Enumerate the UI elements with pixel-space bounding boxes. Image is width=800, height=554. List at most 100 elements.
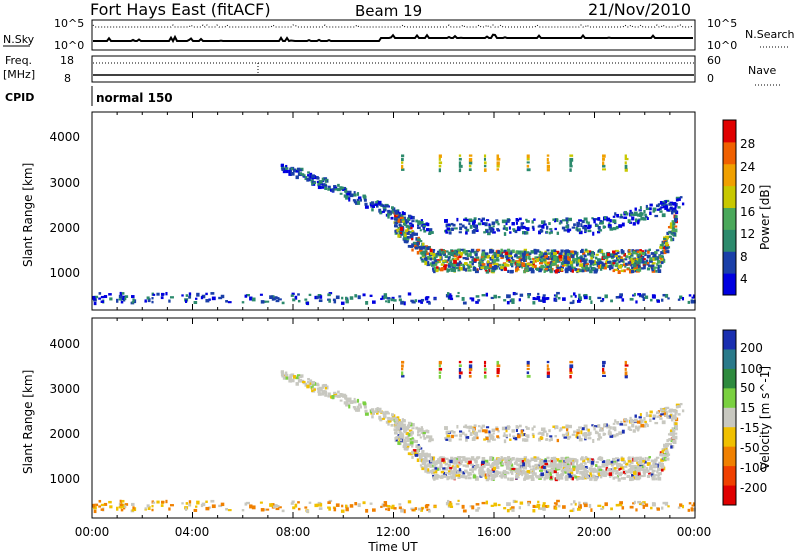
power-echo-point (476, 248, 481, 252)
velocity-echo-point (520, 429, 524, 433)
velocity-echo-point (619, 501, 623, 505)
power-echo-point (403, 301, 406, 306)
velocity-echo-point (659, 471, 662, 476)
power-echo-point (489, 256, 493, 261)
power-echo-point (603, 266, 607, 270)
velocity-echo-point (344, 504, 348, 508)
power-echo-point (583, 217, 588, 221)
velocity-echo-point (483, 438, 486, 441)
velocity-echo-point (597, 472, 602, 477)
power-echo-point (438, 157, 441, 161)
velocity-echo-point (469, 468, 473, 472)
power-echo-point (668, 202, 673, 206)
velocity-echo-point (410, 422, 413, 427)
power-echo-point (642, 261, 647, 266)
velocity-echo-point (525, 425, 528, 428)
velocity-echo-point (477, 429, 482, 433)
power-echo-point (569, 250, 573, 255)
power-echo-point (399, 213, 404, 217)
power-echo-point (316, 177, 320, 180)
power-echo-point (557, 296, 561, 300)
velocity-echo-point (608, 472, 613, 476)
power-echo-point (496, 253, 500, 258)
velocity-echo-point (633, 500, 636, 505)
power-echo-point (665, 245, 668, 248)
velocity-echo-point (227, 509, 232, 512)
velocity-echo-point (649, 464, 653, 469)
velocity-echo-point (628, 456, 631, 459)
velocity-echo-point (473, 465, 477, 470)
velocity-echo-point (545, 470, 549, 474)
freq-label-line2: [MHz] (3, 68, 35, 81)
velocity-echo-point (515, 457, 519, 462)
power-echo-point (638, 213, 643, 217)
power-echo-point (509, 299, 513, 303)
velocity-echo-point (625, 462, 629, 466)
velocity-echo-point (160, 500, 165, 504)
velocity-echo-point (509, 459, 513, 463)
velocity-echo-point (492, 432, 495, 435)
velocity-echo-point (407, 452, 412, 456)
power-echo-point (122, 299, 126, 302)
power-echo-point (660, 256, 664, 261)
velocity-echo-point (667, 453, 671, 456)
power-echo-point (602, 157, 605, 161)
velocity-echo-point (464, 475, 468, 480)
velocity-echo-point (210, 499, 215, 503)
velocity-colorbar-segment (723, 349, 736, 370)
power-echo-point (510, 269, 514, 273)
velocity-echo-point (458, 458, 461, 462)
power-echo-point (590, 256, 594, 260)
power-echo-point (510, 256, 514, 260)
power-echo-point (652, 210, 656, 213)
power-colorbar (722, 119, 737, 296)
velocity-echo-point (160, 504, 164, 507)
power-echo-point (631, 254, 634, 257)
power-echo-point (567, 257, 572, 261)
vel-cbar-tick-50: 50 (740, 381, 755, 395)
velocity-echo-point (399, 423, 404, 427)
power-echo-point (604, 216, 608, 220)
velocity-echo-point (355, 408, 359, 412)
velocity-echo-point (583, 503, 588, 508)
velocity-echo-point (468, 460, 472, 465)
power-echo-point (463, 218, 467, 221)
power-echo-point (381, 204, 385, 207)
power-echo-point (613, 253, 617, 257)
power-echo-point (398, 295, 402, 298)
velocity-echo-point (641, 467, 645, 472)
velocity-echo-point (559, 427, 563, 431)
power-echo-point (440, 267, 445, 271)
power-echo-point (453, 252, 457, 256)
power-echo-point (569, 260, 573, 265)
power-colorbar-frame (722, 119, 737, 296)
power-echo-point (623, 210, 628, 214)
velocity-echo-point (506, 427, 510, 430)
velocity-echo-point (616, 466, 619, 469)
velocity-echo-point (549, 471, 553, 476)
velocity-echo-point (563, 436, 568, 439)
velocity-echo-point (516, 470, 521, 474)
power-echo-point (503, 225, 506, 228)
velocity-echo-point (609, 434, 614, 438)
velocity-echo-point (586, 458, 590, 461)
power-echo-point (100, 295, 105, 299)
power-echo-point (431, 261, 436, 265)
power-echo-point (586, 250, 590, 253)
power-echo-point (196, 292, 200, 297)
power-echo-point (488, 227, 493, 230)
velocity-echo-point (398, 434, 402, 437)
velocity-echo-point (428, 435, 433, 439)
velocity-echo-point (562, 505, 566, 509)
power-echo-point (483, 168, 487, 172)
velocity-echo-point (587, 431, 592, 435)
velocity-echo-points (92, 360, 696, 514)
velocity-echo-point (414, 507, 418, 511)
velocity-echo-point (121, 499, 125, 503)
velocity-echo-point (357, 403, 362, 406)
velocity-echo-point (623, 460, 627, 465)
power-echo-point (612, 269, 616, 273)
cpid-label: CPID (5, 91, 34, 104)
power-echo-point (438, 154, 442, 158)
velocity-echo-point (484, 459, 489, 463)
